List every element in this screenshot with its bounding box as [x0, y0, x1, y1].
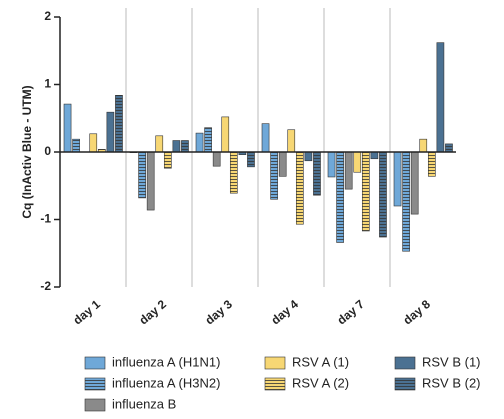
bar [419, 138, 428, 153]
legend-label: RSV B (2) [422, 375, 481, 390]
bar [327, 151, 336, 178]
bar [295, 151, 304, 225]
bar [221, 116, 230, 153]
bar [229, 151, 238, 194]
x-tick-label: day 4 [268, 297, 301, 328]
x-tick-label: day 1 [70, 297, 103, 328]
bar [304, 151, 313, 162]
legend-swatch [394, 356, 416, 370]
bar [336, 151, 344, 243]
bar [146, 151, 155, 211]
bar [393, 151, 402, 207]
bar [163, 151, 172, 169]
x-tick-label: day 8 [400, 297, 433, 328]
bar [402, 151, 410, 252]
bar [270, 151, 278, 200]
bar [261, 123, 270, 153]
bar [436, 42, 445, 153]
bar [379, 151, 387, 238]
bar [370, 151, 379, 160]
bar [344, 151, 353, 190]
bar [181, 140, 189, 153]
legend-label: RSV B (1) [422, 354, 481, 369]
bar [353, 151, 362, 173]
legend-swatch [394, 377, 416, 391]
bar [361, 151, 370, 232]
bar [212, 151, 221, 167]
bar [172, 140, 181, 153]
y-tick-label: -2 [40, 279, 51, 293]
bar [63, 103, 72, 153]
bar [247, 151, 255, 168]
legend-swatch [264, 356, 286, 370]
bar [89, 133, 98, 153]
x-tick-label: day 7 [334, 297, 367, 328]
bar [106, 111, 115, 153]
legend-swatch [84, 377, 106, 391]
legend-swatch [264, 377, 286, 391]
bar [427, 151, 436, 177]
legend-label: RSV A (1) [292, 354, 349, 369]
bar [195, 132, 204, 153]
bar [72, 138, 80, 153]
y-axis-label: Cq (InActiv Blue - UTM) [20, 85, 34, 218]
legend-swatch [84, 398, 106, 412]
bar [313, 151, 321, 196]
bar [445, 143, 453, 153]
y-tick-label: 2 [44, 9, 51, 23]
y-tick-label: 0 [44, 144, 51, 158]
x-tick-label: day 2 [136, 297, 169, 328]
legend-label: influenza B [112, 396, 176, 411]
legend-label: influenza A (H1N1) [112, 354, 220, 369]
legend-label: influenza A (H3N2) [112, 375, 220, 390]
x-tick-label: day 3 [202, 297, 235, 328]
y-tick-label: 1 [44, 77, 51, 91]
y-tick-label: -1 [40, 212, 51, 226]
bar [155, 135, 164, 153]
bar [115, 95, 123, 153]
bar [287, 129, 296, 153]
legend-label: RSV A (2) [292, 375, 349, 390]
legend-swatch [84, 356, 106, 370]
bar [138, 151, 146, 199]
bar [204, 127, 212, 153]
bar [278, 151, 287, 177]
bar [410, 151, 419, 215]
